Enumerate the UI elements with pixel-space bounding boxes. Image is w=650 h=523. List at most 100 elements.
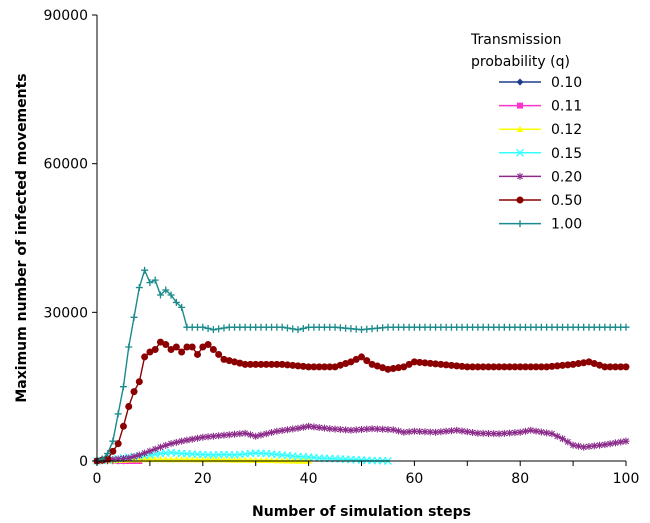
- data-point: [453, 426, 461, 434]
- data-point: [294, 362, 302, 370]
- data-point: [500, 429, 508, 437]
- data-point: [257, 431, 265, 439]
- x-axis-title: Number of simulation steps: [252, 504, 471, 520]
- data-point: [151, 455, 159, 463]
- data-point: [384, 426, 392, 434]
- legend-label: 0.10: [551, 75, 582, 91]
- data-point: [400, 363, 408, 371]
- legend-item: 0.50: [499, 193, 582, 209]
- data-point: [183, 343, 191, 351]
- data-point: [373, 425, 381, 433]
- data-point: [606, 440, 614, 448]
- data-point: [141, 449, 149, 457]
- data-point: [156, 443, 164, 451]
- data-point: [331, 425, 339, 433]
- data-point: [299, 423, 307, 431]
- data-point: [156, 338, 164, 346]
- data-point: [273, 457, 281, 464]
- data-point: [215, 325, 223, 333]
- x-tick-label: 20: [194, 471, 212, 487]
- data-point: [326, 363, 334, 371]
- data-point: [109, 447, 117, 455]
- data-point: [125, 454, 133, 462]
- data-point: [358, 353, 365, 361]
- data-point: [114, 455, 122, 463]
- data-point: [442, 361, 450, 369]
- data-point: [188, 343, 196, 351]
- data-point: [178, 455, 186, 463]
- data-point: [262, 430, 270, 438]
- data-point: [167, 346, 175, 353]
- data-point: [363, 425, 371, 433]
- legend-swatch-marker: [516, 172, 524, 180]
- data-point: [183, 436, 191, 444]
- data-point: [516, 428, 524, 436]
- x-tick-label: 0: [93, 471, 102, 487]
- data-point: [194, 350, 202, 358]
- data-point: [537, 428, 545, 436]
- x-tick-label: 40: [300, 471, 318, 487]
- data-point: [495, 430, 503, 438]
- data-point: [252, 432, 260, 440]
- data-point: [532, 427, 540, 435]
- legend: Transmission probability (q) 0.10 0.11 0.12 0…: [470, 32, 582, 233]
- data-point: [347, 426, 355, 434]
- data-point: [559, 435, 567, 443]
- data-point: [141, 266, 149, 274]
- data-point: [162, 341, 170, 349]
- data-point: [447, 427, 455, 435]
- series-0-50: [93, 338, 630, 465]
- data-point: [574, 442, 582, 450]
- data-point: [336, 361, 344, 369]
- legend-label: 1.00: [551, 217, 582, 233]
- data-point: [220, 324, 228, 332]
- data-point: [246, 431, 254, 439]
- data-point: [500, 363, 508, 371]
- data-point: [617, 438, 625, 446]
- data-point: [463, 428, 471, 436]
- y-tick-label: 90000: [43, 8, 88, 24]
- data-point: [368, 425, 376, 433]
- data-point: [442, 427, 450, 435]
- data-point: [352, 426, 360, 434]
- legend-swatch-marker: [516, 196, 524, 204]
- data-point: [294, 326, 302, 334]
- legend-swatch-marker: [516, 125, 524, 132]
- data-point: [299, 324, 307, 332]
- data-point: [146, 279, 154, 287]
- data-point: [548, 430, 556, 438]
- data-point: [283, 426, 291, 434]
- data-point: [151, 445, 159, 453]
- data-point: [521, 363, 529, 371]
- data-point: [379, 425, 387, 433]
- data-point: [320, 363, 328, 371]
- data-point: [474, 363, 482, 371]
- legend-item: 0.20: [499, 169, 582, 185]
- data-point: [596, 441, 604, 449]
- legend-title-line2: probability (q): [471, 54, 570, 70]
- data-point: [109, 437, 117, 445]
- data-point: [289, 457, 297, 464]
- data-point: [172, 298, 180, 306]
- data-point: [114, 410, 122, 418]
- data-point: [358, 426, 365, 434]
- data-point: [178, 437, 186, 445]
- data-point: [432, 428, 440, 436]
- data-point: [310, 423, 318, 431]
- data-point: [564, 438, 572, 446]
- data-point: [262, 360, 270, 368]
- data-point: [537, 363, 545, 371]
- data-point: [458, 362, 466, 370]
- data-point: [278, 360, 286, 368]
- data-point: [395, 427, 403, 435]
- data-point: [172, 438, 180, 446]
- data-point: [236, 430, 244, 438]
- data-point: [521, 427, 529, 435]
- data-point: [109, 456, 117, 464]
- data-point: [601, 441, 609, 449]
- data-point: [257, 360, 265, 368]
- data-point: [241, 360, 249, 368]
- data-point: [320, 424, 328, 432]
- data-point: [611, 363, 619, 371]
- data-point: [130, 313, 138, 321]
